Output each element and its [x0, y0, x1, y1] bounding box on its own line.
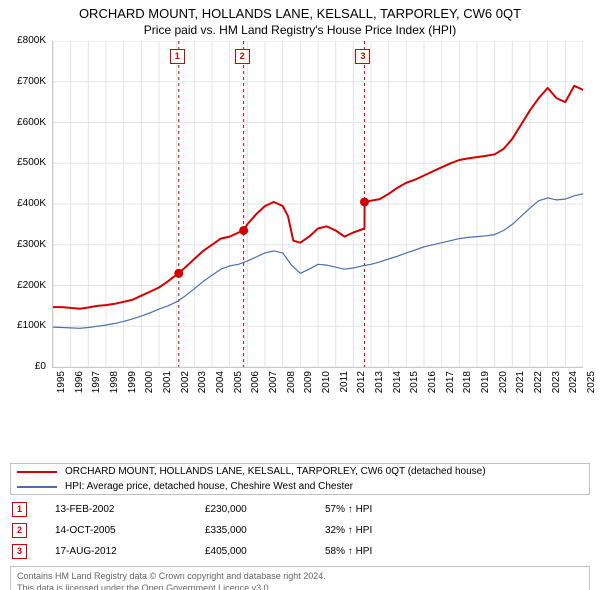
footer-line2: This data is licensed under the Open Gov… [17, 583, 583, 590]
x-tick-label: 2007 [268, 371, 279, 401]
x-tick-label: 2002 [180, 371, 191, 401]
event-price: £230,000 [205, 504, 325, 515]
y-tick-label: £200K [2, 280, 46, 291]
x-tick-label: 2020 [498, 371, 509, 401]
x-tick-label: 2014 [392, 371, 403, 401]
y-tick-label: £700K [2, 76, 46, 87]
x-tick-label: 2004 [215, 371, 226, 401]
event-row-3: 3 17-AUG-2012£405,00058% ↑ HPI [10, 541, 590, 562]
event-row-2: 2 14-OCT-2005£335,00032% ↑ HPI [10, 520, 590, 541]
legend-label: ORCHARD MOUNT, HOLLANDS LANE, KELSALL, T… [65, 466, 486, 477]
x-tick-label: 2023 [551, 371, 562, 401]
x-tick-label: 2010 [321, 371, 332, 401]
event-box-1: 1 [12, 502, 27, 517]
x-tick-label: 2000 [144, 371, 155, 401]
x-tick-label: 2005 [233, 371, 244, 401]
x-tick-label: 2024 [568, 371, 579, 401]
footer-panel: Contains HM Land Registry data © Crown c… [10, 566, 590, 590]
x-tick-label: 2013 [374, 371, 385, 401]
event-date: 17-AUG-2012 [55, 546, 205, 557]
event-marker-3: 3 [355, 49, 370, 64]
event-date: 14-OCT-2005 [55, 525, 205, 536]
event-delta: 58% ↑ HPI [325, 546, 372, 557]
y-tick-label: £300K [2, 239, 46, 250]
chart-area: £0£100K£200K£300K£400K£500K£600K£700K£80… [0, 41, 600, 421]
x-tick-label: 2016 [427, 371, 438, 401]
y-tick-label: £100K [2, 320, 46, 331]
x-tick-label: 2025 [586, 371, 597, 401]
x-tick-label: 2022 [533, 371, 544, 401]
chart-title: ORCHARD MOUNT, HOLLANDS LANE, KELSALL, T… [0, 6, 600, 21]
footer-line1: Contains HM Land Registry data © Crown c… [17, 571, 583, 583]
x-tick-label: 1998 [109, 371, 120, 401]
x-tick-label: 2001 [162, 371, 173, 401]
legend-row: HPI: Average price, detached house, Ches… [11, 479, 589, 494]
event-price: £405,000 [205, 546, 325, 557]
x-tick-label: 2006 [250, 371, 261, 401]
x-tick-label: 1997 [91, 371, 102, 401]
x-tick-label: 1999 [127, 371, 138, 401]
x-tick-label: 2003 [197, 371, 208, 401]
event-date: 13-FEB-2002 [55, 504, 205, 515]
legend-label: HPI: Average price, detached house, Ches… [65, 481, 353, 492]
y-tick-label: £400K [2, 198, 46, 209]
chart-subtitle: Price paid vs. HM Land Registry's House … [0, 23, 600, 37]
legend-row: ORCHARD MOUNT, HOLLANDS LANE, KELSALL, T… [11, 464, 589, 479]
x-tick-label: 2009 [303, 371, 314, 401]
y-tick-label: £0 [2, 361, 46, 372]
x-tick-label: 2019 [480, 371, 491, 401]
legend-panel: ORCHARD MOUNT, HOLLANDS LANE, KELSALL, T… [10, 463, 590, 495]
events-panel: 1 13-FEB-2002£230,00057% ↑ HPI 2 14-OCT-200… [10, 499, 590, 562]
event-marker-2: 2 [235, 49, 250, 64]
x-tick-label: 2011 [339, 371, 350, 401]
event-row-1: 1 13-FEB-2002£230,00057% ↑ HPI [10, 499, 590, 520]
x-tick-label: 2012 [356, 371, 367, 401]
chart-container: ORCHARD MOUNT, HOLLANDS LANE, KELSALL, T… [0, 0, 600, 590]
event-box-3: 3 [12, 544, 27, 559]
x-tick-label: 2017 [445, 371, 456, 401]
x-tick-label: 1995 [56, 371, 67, 401]
x-tick-label: 1996 [74, 371, 85, 401]
legend-swatch [17, 486, 57, 488]
x-tick-label: 2015 [409, 371, 420, 401]
x-tick-label: 2021 [515, 371, 526, 401]
event-box-2: 2 [12, 523, 27, 538]
y-tick-label: £600K [2, 117, 46, 128]
y-tick-label: £500K [2, 157, 46, 168]
event-price: £335,000 [205, 525, 325, 536]
plot-svg [52, 41, 583, 368]
x-tick-label: 2008 [286, 371, 297, 401]
event-delta: 32% ↑ HPI [325, 525, 372, 536]
event-marker-1: 1 [170, 49, 185, 64]
event-delta: 57% ↑ HPI [325, 504, 372, 515]
legend-swatch [17, 471, 57, 473]
y-tick-label: £800K [2, 35, 46, 46]
x-tick-label: 2018 [462, 371, 473, 401]
